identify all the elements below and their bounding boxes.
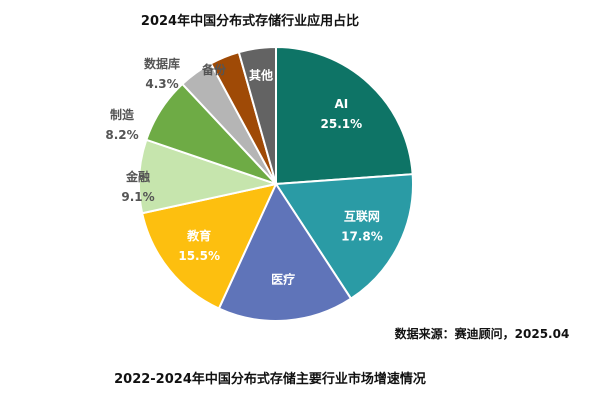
pie-slices xyxy=(138,45,414,322)
slice-value-1: 17.8% xyxy=(341,230,383,244)
pie-slice-8 xyxy=(237,45,277,185)
slice-value-0: 25.1% xyxy=(321,117,363,131)
slice-label-0: AI xyxy=(334,97,348,111)
pie-slice-1 xyxy=(274,173,414,301)
slice-label-1: 互联网 xyxy=(344,210,380,224)
pie-labels: AI 25.1% 互联网 17.8% 医疗 教育 15.5% 金融 9.1% 制造 8.2% 数据库 4… xyxy=(105,56,382,287)
slice-label-3: 教育 xyxy=(186,228,211,243)
slice-label-4: 金融 xyxy=(125,169,150,184)
slice-value-5: 8.2% xyxy=(105,128,138,142)
slice-label-2: 医疗 xyxy=(271,272,295,287)
slice-label-8: 其他 xyxy=(249,67,273,82)
pie-slice-0 xyxy=(275,45,414,186)
pie-slice-2 xyxy=(217,181,353,322)
slice-value-4: 9.1% xyxy=(121,190,154,204)
slice-label-7: 备份 xyxy=(201,62,227,77)
slice-label-5: 制造 xyxy=(110,107,135,122)
chart-title: 2024年中国分布式存储行业应用占比 xyxy=(141,13,359,29)
source-note: 数据来源：赛迪顾问，2025.04 xyxy=(395,326,570,341)
slice-value-6: 4.3% xyxy=(145,77,178,91)
slice-value-3: 15.5% xyxy=(178,249,220,263)
next-section-title: 2022-2024年中国分布式存储主要行业市场增速情况 xyxy=(114,371,426,387)
slice-label-6: 数据库 xyxy=(144,56,180,71)
pie-slice-3 xyxy=(140,182,278,310)
